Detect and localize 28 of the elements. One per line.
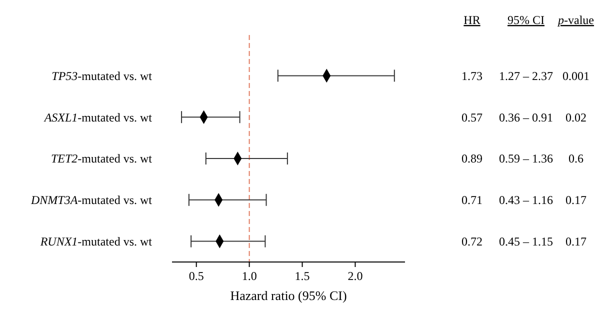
data-label: 1.73 xyxy=(462,68,482,83)
text: 95% CI xyxy=(508,13,544,27)
text: 0.17 xyxy=(566,234,586,248)
text: p-value xyxy=(557,13,594,27)
x-tick-label: 1.0 xyxy=(242,269,257,283)
data-label: 0.57 xyxy=(462,110,482,124)
y-tick-label: TP53-mutated vs. wt xyxy=(52,68,153,83)
x-axis-title: Hazard ratio (95% CI) xyxy=(230,288,347,303)
x-tick-label: 1.5 xyxy=(294,269,310,283)
text: 0.45 – 1.15 xyxy=(499,234,553,248)
x-tick-label: 0.5 xyxy=(188,269,204,283)
y-tick-label: DNMT3A-mutated vs. wt xyxy=(30,193,153,208)
text: 0.43 – 1.16 xyxy=(499,193,553,208)
data-label: 0.72 xyxy=(462,234,482,248)
data-label: 0.71 xyxy=(462,193,482,208)
x-tick-label: 2.0 xyxy=(348,269,363,283)
text: 0.17 xyxy=(566,193,586,208)
text: 0.36 – 0.91 xyxy=(499,110,553,124)
text: 1.27 – 2.37 xyxy=(499,68,553,83)
y-tick-label: RUNX1-mutated vs. wt xyxy=(39,234,153,248)
text: HR xyxy=(464,13,480,27)
text: 0.02 xyxy=(566,110,586,124)
data-label: 0.89 xyxy=(462,152,482,166)
text: 0.001 xyxy=(562,68,590,83)
text: 0.59 – 1.36 xyxy=(499,152,553,166)
y-tick-label: TET2-mutated vs. wt xyxy=(50,152,153,166)
y-tick-label: ASXL1-mutated vs. wt xyxy=(43,110,153,124)
text: 0.6 xyxy=(568,152,584,166)
